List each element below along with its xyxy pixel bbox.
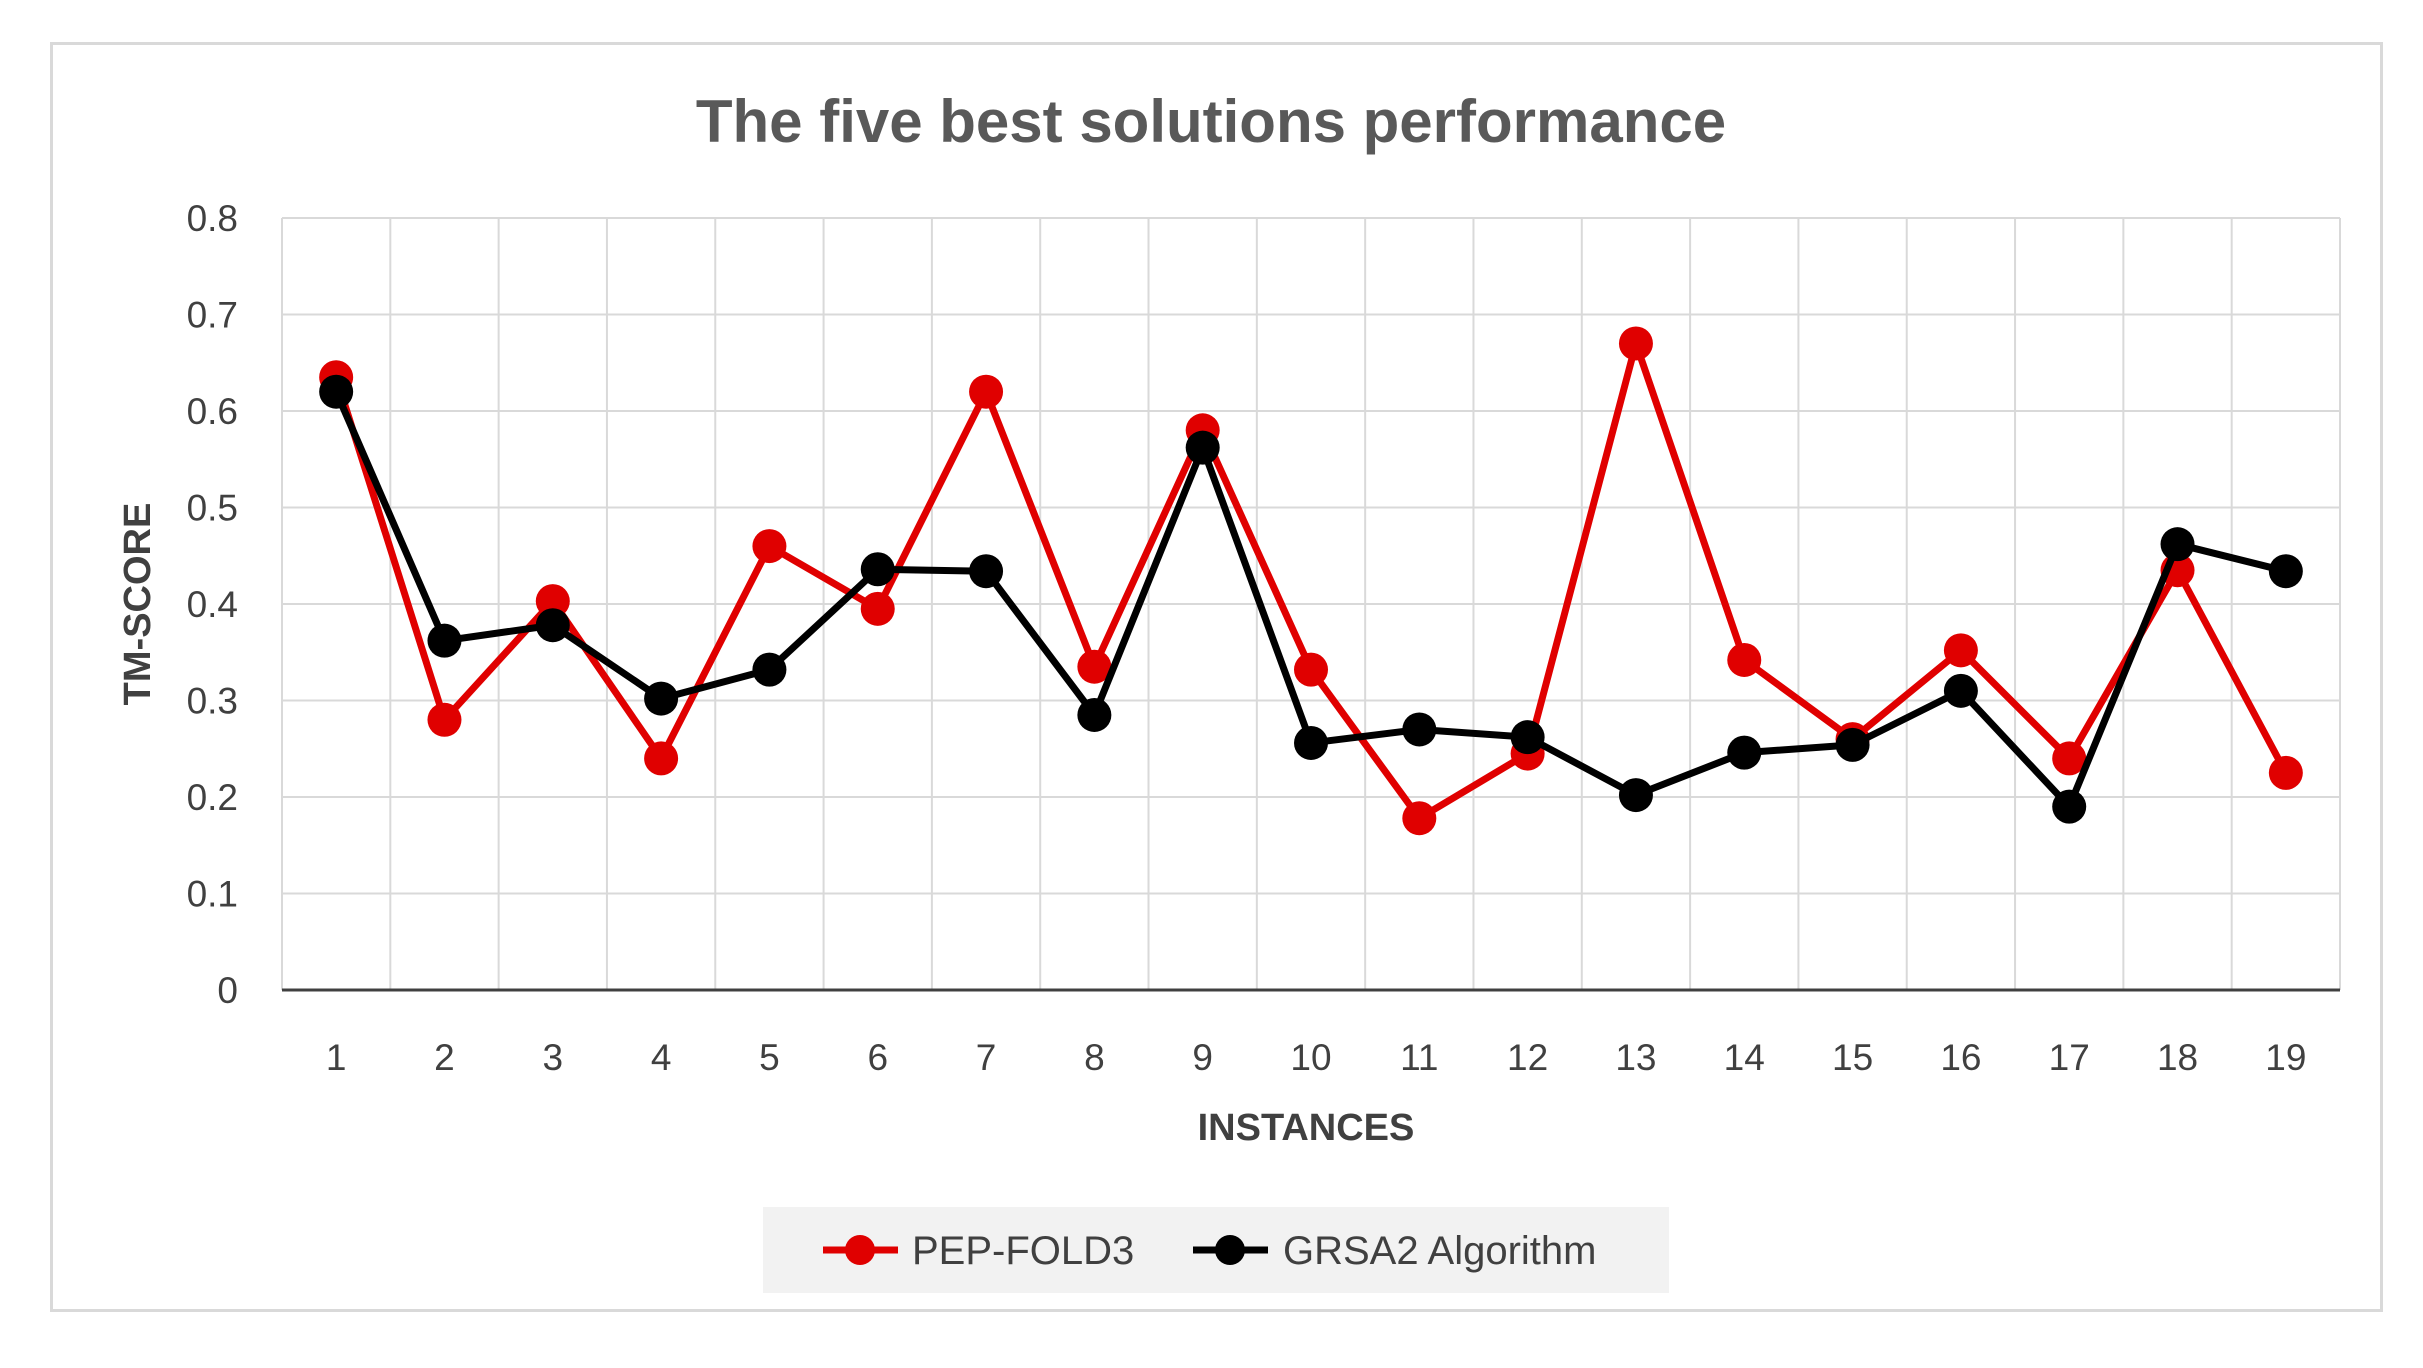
x-tick-label: 4 — [651, 1037, 672, 1078]
y-axis-label: TM-SCORE — [117, 503, 159, 706]
x-tick-label: 15 — [1832, 1037, 1873, 1078]
data-point — [1618, 778, 1653, 813]
x-tick-label: 13 — [1615, 1037, 1656, 1078]
legend-entry-label: PEP-FOLD3 — [912, 1229, 1134, 1273]
data-point — [1727, 735, 1762, 770]
x-tick-label: 9 — [1192, 1037, 1213, 1078]
data-point — [2268, 755, 2303, 790]
x-tick-label: 16 — [1940, 1037, 1981, 1078]
data-point — [2052, 741, 2087, 776]
data-point — [1402, 801, 1437, 836]
x-tick-label: 6 — [867, 1037, 888, 1078]
data-point — [1185, 430, 1220, 465]
x-tick-label: 2 — [434, 1037, 455, 1078]
data-point — [319, 374, 354, 409]
data-point — [752, 652, 787, 687]
data-point — [427, 702, 462, 737]
legend-entry-label: GRSA2 Algorithm — [1283, 1229, 1596, 1273]
data-point — [2052, 789, 2087, 824]
y-tick-labels: 0 0.1 0.2 0.3 0.4 0.5 0.6 0.7 0.8 — [187, 198, 238, 1011]
series-layer — [319, 326, 2303, 836]
x-tick-label: 10 — [1290, 1037, 1331, 1078]
grid-lines — [281, 217, 2341, 992]
data-point — [1294, 725, 1328, 760]
data-point — [752, 529, 787, 564]
x-tick-label: 14 — [1724, 1037, 1765, 1078]
data-point — [860, 552, 895, 587]
data-point — [1294, 652, 1328, 687]
data-point — [535, 584, 570, 619]
x-tick-label: 3 — [543, 1037, 564, 1078]
data-point — [2160, 527, 2195, 562]
legend-swatch-marker — [845, 1235, 875, 1265]
data-point — [969, 554, 1004, 589]
y-tick-label: 0.1 — [187, 874, 238, 915]
data-point — [1402, 712, 1437, 747]
chart-title: The five best solutions performance — [696, 88, 1726, 155]
data-point — [1618, 326, 1653, 361]
x-tick-label: 1 — [326, 1037, 347, 1078]
data-point — [1943, 673, 1978, 708]
legend-swatch-marker — [1215, 1235, 1245, 1265]
y-tick-label: 0.6 — [187, 391, 238, 432]
y-tick-label: 0.7 — [187, 295, 238, 336]
data-point — [2268, 554, 2303, 589]
data-point — [1943, 633, 1978, 668]
data-point — [1077, 649, 1112, 684]
series-1 — [319, 326, 2303, 836]
data-point — [860, 591, 895, 626]
legend: PEP-FOLD3 GRSA2 Algorithm — [763, 1207, 1669, 1293]
y-tick-label: 0.2 — [187, 777, 238, 818]
y-tick-label: 0 — [217, 970, 238, 1011]
data-point — [1510, 720, 1545, 755]
data-point — [644, 681, 679, 716]
data-point — [535, 608, 570, 643]
series-2 — [319, 374, 2303, 824]
data-point — [427, 623, 462, 658]
x-tick-label: 12 — [1507, 1037, 1548, 1078]
x-tick-label: 19 — [2265, 1037, 2306, 1078]
x-tick-label: 18 — [2157, 1037, 2198, 1078]
data-point — [644, 741, 679, 776]
x-tick-label: 8 — [1084, 1037, 1105, 1078]
data-point — [1077, 697, 1112, 732]
chart-frame — [50, 42, 2383, 1312]
x-axis-label: INSTANCES — [1198, 1107, 1415, 1149]
y-tick-label: 0.3 — [187, 681, 238, 722]
data-point — [1835, 727, 1870, 762]
y-tick-label: 0.8 — [187, 198, 238, 239]
y-tick-label: 0.5 — [187, 488, 238, 529]
x-tick-label: 7 — [976, 1037, 997, 1078]
y-tick-label: 0.4 — [187, 584, 238, 625]
x-tick-label: 17 — [2049, 1037, 2090, 1078]
x-tick-labels: 1 2 3 4 5 6 7 8 9 10 11 12 13 14 15 16 17 18 19 — [326, 1037, 2307, 1078]
x-tick-label: 11 — [1400, 1037, 1438, 1078]
x-tick-label: 5 — [759, 1037, 780, 1078]
data-point — [969, 374, 1004, 409]
data-point — [1727, 642, 1762, 677]
